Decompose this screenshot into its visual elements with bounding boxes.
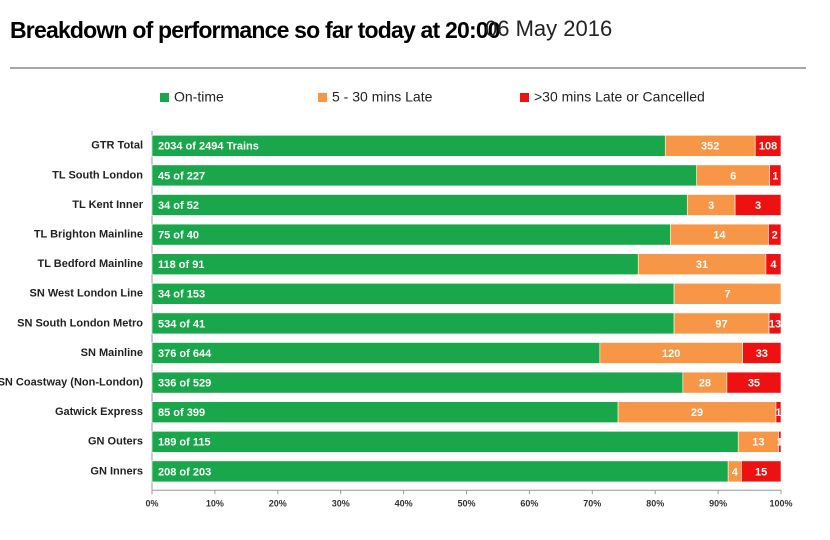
y-tick-label: GTR Total xyxy=(91,140,143,152)
bar-segment xyxy=(673,282,782,305)
x-tick-label: 10% xyxy=(206,499,224,509)
data-label: 6 xyxy=(730,170,736,182)
bar-segment xyxy=(151,282,675,305)
y-tick-label: TL South London xyxy=(52,169,143,181)
data-label: 118 of 91 xyxy=(158,259,204,271)
data-label: 1 xyxy=(777,437,783,449)
x-tick-label: 70% xyxy=(583,499,601,509)
bar-segment xyxy=(768,223,782,246)
data-label: 35 xyxy=(748,378,760,390)
y-tick-label: Gatwick Express xyxy=(55,406,143,418)
data-label: 2034 of 2494 Trains xyxy=(158,141,259,153)
bar-segment xyxy=(151,194,688,216)
bar-segment xyxy=(726,371,782,394)
data-label: 3 xyxy=(708,200,714,212)
bar-segment xyxy=(768,312,782,335)
x-tick-label: 0% xyxy=(145,499,158,509)
data-label: 189 of 115 xyxy=(158,437,211,449)
data-label: 15 xyxy=(755,466,767,478)
x-tick-label: 50% xyxy=(457,499,475,509)
data-label: 120 xyxy=(662,348,680,360)
data-label: 31 xyxy=(696,259,708,271)
y-tick-label: GN Outers xyxy=(88,436,143,448)
data-label: 33 xyxy=(756,348,768,360)
data-label: 376 of 644 xyxy=(158,348,212,360)
bar-segment xyxy=(765,253,782,275)
bar-segment xyxy=(742,342,782,364)
bar-segment xyxy=(775,401,782,424)
data-label: 97 xyxy=(715,318,727,330)
legend-swatch xyxy=(318,93,327,102)
data-label: 4 xyxy=(770,259,777,271)
x-tick-label: 60% xyxy=(520,499,538,509)
bar-segment xyxy=(769,164,782,187)
y-tick-label: TL Bedford Mainline xyxy=(37,258,143,270)
y-tick-label: SN Mainline xyxy=(81,347,143,359)
chart-subtitle: 06 May 2016 xyxy=(485,16,612,41)
bar-segment xyxy=(151,460,729,483)
bar-segment xyxy=(734,194,782,216)
data-label: 28 xyxy=(699,378,711,390)
data-label: 13 xyxy=(769,318,781,330)
chart-title: Breakdown of performance so far today at… xyxy=(10,17,500,43)
y-tick-label: TL Brighton Mainline xyxy=(34,229,143,241)
data-label: 336 of 529 xyxy=(158,378,211,390)
y-tick-label: GN Inners xyxy=(90,465,143,477)
data-label: 29 xyxy=(691,407,703,419)
x-tick-label: 40% xyxy=(395,499,413,509)
legend-label: 5 - 30 mins Late xyxy=(332,89,433,105)
data-label: 3 xyxy=(755,200,761,212)
data-label: 45 of 227 xyxy=(158,170,205,182)
data-label: 208 of 203 xyxy=(158,466,211,478)
data-label: 1 xyxy=(772,170,778,182)
legend-swatch xyxy=(160,93,169,102)
x-tick-label: 100% xyxy=(769,499,792,509)
bar-segment xyxy=(151,430,739,453)
bar-segment xyxy=(151,342,601,364)
bar-segment xyxy=(754,135,782,157)
bar-segment xyxy=(778,430,782,453)
data-label: 14 xyxy=(713,230,726,242)
x-tick-label: 20% xyxy=(269,499,287,509)
data-label: 4 xyxy=(732,466,739,478)
data-label: 534 of 41 xyxy=(158,318,205,330)
legend-swatch xyxy=(520,93,529,102)
x-tick-label: 80% xyxy=(646,499,664,509)
x-tick-label: 30% xyxy=(332,499,350,509)
y-tick-label: SN Coastway (Non-London) xyxy=(0,377,143,389)
legend-label: On-time xyxy=(174,89,224,105)
bar-segment xyxy=(151,164,698,187)
data-label: 1 xyxy=(775,407,781,419)
bar-segment xyxy=(151,223,671,246)
data-label: 2 xyxy=(772,230,778,242)
data-label: 352 xyxy=(701,141,719,153)
data-label: 34 of 52 xyxy=(158,200,199,212)
legend-label: >30 mins Late or Cancelled xyxy=(534,89,705,105)
data-label: 13 xyxy=(752,437,764,449)
bar-segment xyxy=(151,312,675,335)
data-label: 34 of 153 xyxy=(158,289,205,301)
y-tick-label: SN South London Metro xyxy=(17,317,143,329)
data-label: 85 of 399 xyxy=(158,407,205,419)
data-label: 108 xyxy=(759,141,777,153)
data-label: 7 xyxy=(724,289,730,301)
bar-segment xyxy=(151,371,684,394)
x-tick-label: 90% xyxy=(709,499,727,509)
bar-segment xyxy=(151,253,639,275)
bar-segment xyxy=(741,460,782,483)
y-tick-label: TL Kent Inner xyxy=(72,199,143,211)
bar-segment xyxy=(151,401,619,424)
data-label: 75 of 40 xyxy=(158,230,199,242)
y-tick-label: SN West London Line xyxy=(30,288,143,300)
